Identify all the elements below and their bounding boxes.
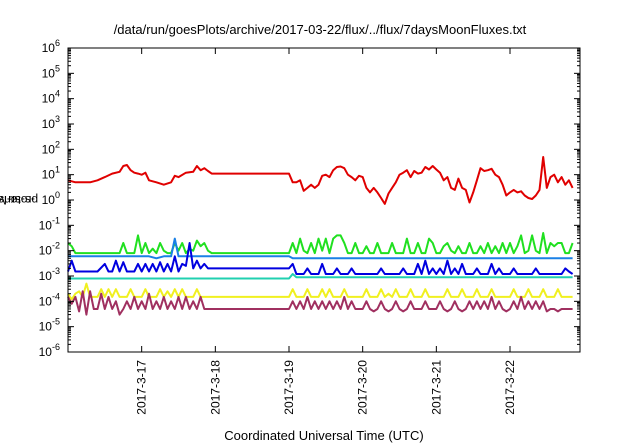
y-tick-label: 106 [42,38,60,55]
series-line-1 [67,156,574,205]
series-line-2 [67,232,574,255]
plot-frame [67,47,581,353]
y-tick-label: 10-5 [39,317,60,334]
y-tick-label: 100 [42,190,60,207]
x-tick-label: 2017-3-22 [503,360,517,415]
x-axis-label: Coordinated Universal Time (UTC) [224,428,424,443]
series-line-3 [68,237,573,260]
x-tick-label: 2017-3-18 [208,360,222,415]
axis-layer: 106 105 104 103 102 101 100 10-1 10-2 10-3 10-4 10-… [39,38,580,415]
y-tick-label: 103 [42,114,60,131]
y-tick-label: 10-4 [39,291,60,308]
x-tick-label: 2017-3-19 [282,360,296,415]
chart-title: /data/run/goesPlots/archive/2017-03-22/f… [113,22,527,37]
x-tick-label: 2017-3-17 [135,360,149,415]
y-tick-label: 10-3 [39,266,60,283]
x-tick-label: 2017-3-21 [429,360,443,415]
series-line-6 [67,282,573,301]
y-tick-label: 10-6 [39,342,60,359]
y-tick-label: 101 [42,165,60,182]
y-tick-label: 104 [42,89,60,106]
y-tick-label: 102 [42,139,60,156]
series-layer [67,156,574,316]
series-line-7 [67,290,573,316]
x-tick-label: 2017-3-20 [356,360,370,415]
y-tick-label: 105 [42,63,60,80]
y-tick-label: 10-2 [39,241,60,258]
series-line-5 [68,273,573,280]
y-tick-label: 10-1 [39,215,60,232]
series-line-4 [67,242,574,275]
